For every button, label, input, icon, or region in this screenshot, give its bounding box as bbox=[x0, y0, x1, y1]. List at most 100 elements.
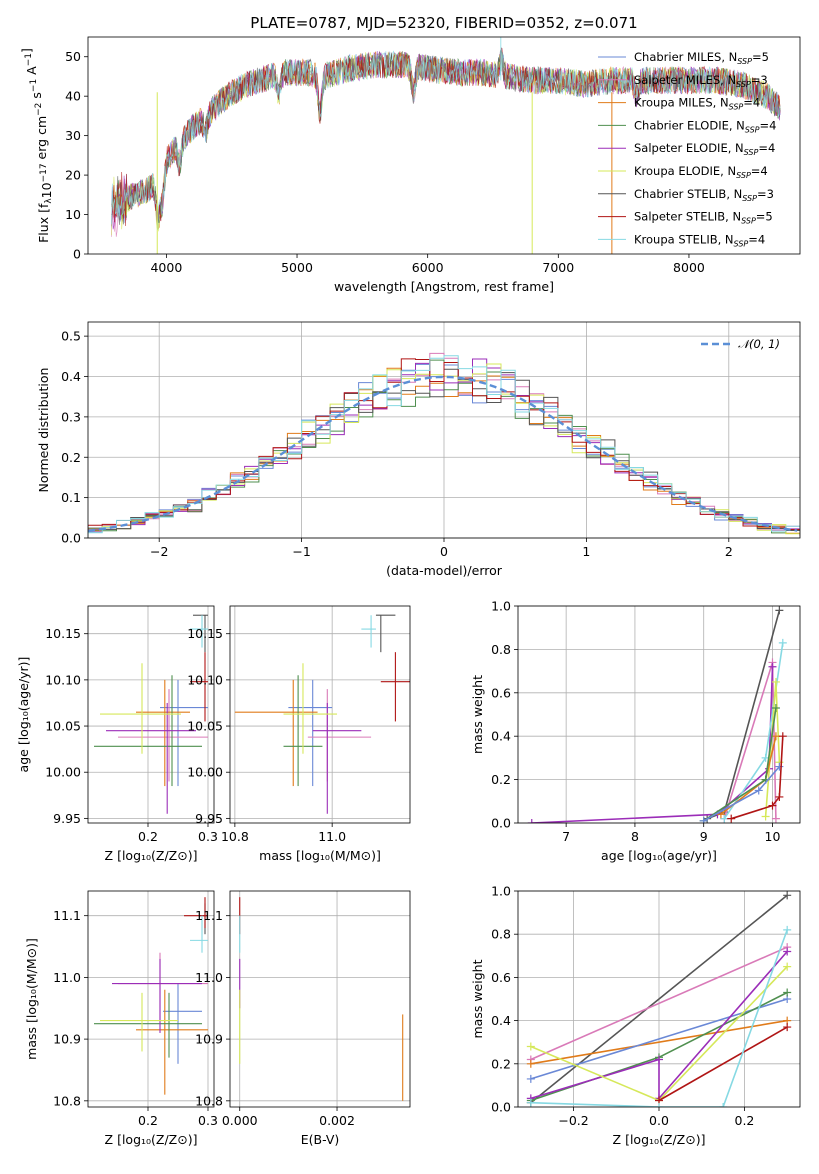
axes-frame bbox=[517, 605, 801, 824]
x-tick-label: 4000 bbox=[150, 260, 182, 275]
weight-marker-7-3 bbox=[783, 962, 792, 971]
x-tick-label: 0.3 bbox=[198, 829, 218, 844]
weight-marker-5-1 bbox=[761, 812, 770, 821]
weight-marker-9-4 bbox=[778, 732, 787, 741]
legend-entry-4: Chabrier ELODIE, NSSP=4 bbox=[634, 118, 776, 134]
y-tick-label: 40 bbox=[65, 89, 81, 104]
y-tick-label: 1.0 bbox=[491, 599, 511, 614]
legend-entry-7: Chabrier STELIB, NSSP=3 bbox=[634, 187, 774, 203]
y-tick-label: 10.9 bbox=[195, 1032, 223, 1047]
y-axis-label: mass [log₁₀(M/M⊙)] bbox=[24, 938, 39, 1060]
x-axis-label: age [log₁₀(age/yr)] bbox=[601, 848, 717, 863]
weight-line-6 bbox=[530, 950, 788, 1101]
y-tick-label: 11.0 bbox=[195, 970, 223, 985]
legend-entry-gaussian: 𝒩(0, 1) bbox=[738, 337, 780, 351]
weight-lines bbox=[526, 891, 792, 1107]
weight-marker-9-1 bbox=[727, 814, 736, 823]
weight-marker-5-2 bbox=[771, 677, 780, 686]
legend-entry-2: Salpeter MILES, NSSP=3 bbox=[634, 73, 768, 89]
grid bbox=[230, 891, 410, 1107]
y-tick-label: 0.5 bbox=[61, 329, 81, 344]
y-tick-label: 9.95 bbox=[53, 811, 81, 826]
spectrum-lines bbox=[111, 37, 781, 254]
spectrum-legend: Chabrier MILES, NSSP=5 Salpeter MILES, NS… bbox=[598, 50, 776, 248]
age-vs-Z-panel: 0.2 0.3 9.95 10.00 10.05 10.10 10.15 Z [log₁₀(Z… bbox=[16, 605, 218, 863]
legend-entry-8: Salpeter STELIB, NSSP=5 bbox=[634, 210, 773, 226]
y-tick-label: 0.8 bbox=[491, 927, 511, 942]
y-tick-label: 0.3 bbox=[61, 409, 81, 424]
error-bars bbox=[239, 897, 404, 1101]
y-tick-label: 20 bbox=[65, 168, 81, 183]
y-tick-label: 10.15 bbox=[187, 626, 223, 641]
x-tick-label: 9 bbox=[700, 829, 708, 844]
axes-frame bbox=[87, 605, 215, 824]
y-tick-label: 10.10 bbox=[187, 672, 223, 687]
age-vs-mass-panel: 10.8 11.0 9.95 10.00 10.05 10.10 10.15 mass [lo… bbox=[187, 605, 411, 863]
weight-line-2 bbox=[530, 946, 788, 1061]
y-tick-label: 0.1 bbox=[61, 490, 81, 505]
gaussian-curve bbox=[88, 375, 798, 533]
y-tick-label: 0.8 bbox=[491, 642, 511, 657]
y-tick-label: 10.15 bbox=[45, 626, 81, 641]
weight-marker-8-2 bbox=[754, 786, 763, 795]
weight-line-9 bbox=[730, 736, 784, 820]
error-bars bbox=[234, 614, 410, 814]
x-tick-label: 10 bbox=[765, 829, 781, 844]
x-tick-label: 0.2 bbox=[735, 1113, 755, 1128]
mass-vs-ebv-panel: 0.000 0.002 10.8 10.9 11.0 11.1 E(B-V) bbox=[195, 890, 411, 1147]
y-tick-label: 0.4 bbox=[491, 729, 511, 744]
weight-marker-9-3 bbox=[775, 792, 784, 801]
weight-marker-4-1 bbox=[720, 814, 729, 823]
y-tick-label: 10.05 bbox=[187, 719, 223, 734]
y-tick-label: 10.00 bbox=[187, 765, 223, 780]
weight-marker-5-3 bbox=[783, 988, 792, 997]
x-tick-label: 8000 bbox=[673, 260, 705, 275]
y-tick-label: 0.2 bbox=[491, 772, 511, 787]
y-axis-label: mass weight bbox=[470, 959, 485, 1038]
spectrum-line-9 bbox=[111, 47, 781, 230]
x-tick-label: 2 bbox=[725, 544, 733, 559]
histogram-step-9 bbox=[88, 355, 800, 537]
y-tick-label: 11.1 bbox=[195, 908, 223, 923]
weight-vs-Z-panel: −0.2 0.0 0.2 0.0 0.2 0.4 0.6 0.8 1.0 Z [log₁₀(Z/Z… bbox=[470, 884, 801, 1147]
x-tick-label: −2 bbox=[150, 544, 168, 559]
y-tick-label: 10 bbox=[65, 207, 81, 222]
grid bbox=[230, 606, 410, 823]
weight-marker-9-3 bbox=[719, 1103, 728, 1107]
weight-marker-8-3 bbox=[775, 762, 784, 771]
x-tick-label: 6000 bbox=[412, 260, 444, 275]
x-axis-label: mass [log₁₀(M/M⊙)] bbox=[259, 848, 381, 863]
x-tick-label: 7000 bbox=[542, 260, 574, 275]
weight-marker-8-2 bbox=[783, 1023, 792, 1032]
weight-marker-4-1 bbox=[526, 1074, 535, 1083]
y-axis-label: Normed distribution bbox=[36, 368, 51, 493]
y-tick-label: 11.0 bbox=[53, 970, 81, 985]
x-tick-label: 0 bbox=[440, 544, 448, 559]
y-tick-label: 0.4 bbox=[61, 369, 81, 384]
x-tick-label: 0.2 bbox=[138, 1113, 158, 1128]
x-tick-label: 11.0 bbox=[318, 829, 346, 844]
y-tick-label: 0.0 bbox=[61, 531, 81, 546]
y-tick-label: 10.05 bbox=[45, 719, 81, 734]
y-tick-label: 10.00 bbox=[45, 765, 81, 780]
weight-marker-7-1 bbox=[526, 1042, 535, 1051]
legend-entry-9: Kroupa STELIB, NSSP=4 bbox=[634, 232, 765, 248]
axes-frame bbox=[229, 890, 411, 1108]
axes-frame bbox=[87, 890, 215, 1108]
residuals-panel: −2 −1 0 1 2 0.0 0.1 0.2 0.3 0.4 0.5 (data-model)/er… bbox=[36, 321, 801, 578]
grid bbox=[88, 891, 214, 1107]
y-tick-label: 10.9 bbox=[53, 1032, 81, 1047]
weight-marker-9-2 bbox=[655, 1103, 663, 1107]
legend-entry-6: Kroupa ELODIE, NSSP=4 bbox=[634, 164, 768, 180]
x-tick-label: 7 bbox=[562, 829, 570, 844]
y-tick-label: 1.0 bbox=[491, 884, 511, 899]
mass-vs-Z-panel: 0.2 0.3 10.8 10.9 11.0 11.1 Z [log₁₀(Z/Z⊙)] mas… bbox=[24, 890, 218, 1147]
weight-marker-6-4 bbox=[783, 947, 792, 956]
weight-vs-age-panel: 7 8 9 10 0.0 0.2 0.4 0.6 0.8 1.0 age [log₁₀(age/yr… bbox=[470, 599, 801, 863]
y-tick-label: 0.0 bbox=[491, 1100, 511, 1115]
error-bars bbox=[94, 614, 208, 814]
y-tick-label: 0.2 bbox=[491, 1056, 511, 1071]
y-tick-label: 0.6 bbox=[491, 970, 511, 985]
weight-marker-9-4 bbox=[783, 925, 792, 934]
